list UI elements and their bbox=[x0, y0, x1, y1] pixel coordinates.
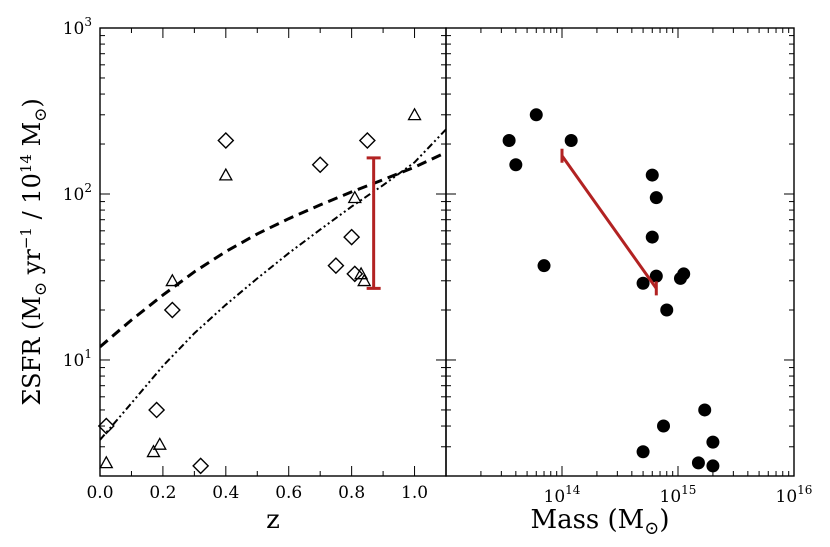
x-tick-label-mass: 1016 bbox=[776, 483, 813, 507]
cluster-point bbox=[706, 459, 720, 473]
y-axis-title: ΣSFR (M⊙ yr−1 / 1014 M⊙) bbox=[17, 98, 51, 406]
y-tick-label: 102 bbox=[63, 181, 92, 205]
triangle-point bbox=[347, 190, 362, 204]
diamond-point bbox=[148, 401, 166, 419]
x-tick-label: 0.6 bbox=[275, 483, 302, 503]
frames-layer bbox=[99, 27, 795, 477]
cluster-point bbox=[660, 303, 674, 317]
cluster-point bbox=[698, 403, 712, 417]
cluster-point bbox=[537, 259, 551, 273]
cluster-point bbox=[645, 168, 659, 182]
cluster-point bbox=[691, 456, 705, 470]
dashed-fit-line bbox=[100, 151, 446, 348]
diamond-point bbox=[311, 156, 329, 174]
cluster-point bbox=[645, 230, 659, 244]
cluster-point bbox=[636, 445, 650, 459]
cluster-point bbox=[502, 134, 516, 148]
x-tick-label: 1.0 bbox=[401, 483, 428, 503]
y-tick-label: 103 bbox=[63, 15, 92, 39]
triangle-point bbox=[152, 437, 167, 450]
triangle-point bbox=[165, 273, 180, 287]
cluster-point bbox=[564, 134, 578, 148]
diamond-point bbox=[343, 228, 361, 246]
cluster-point bbox=[657, 419, 671, 433]
ticks-layer bbox=[99, 27, 795, 477]
x-tick-label: 0.2 bbox=[149, 483, 176, 503]
x-tick-label: 0.8 bbox=[338, 483, 365, 503]
cluster-point bbox=[636, 276, 650, 290]
cluster-point bbox=[509, 158, 523, 172]
y-tick-label: 101 bbox=[63, 347, 92, 371]
triangle-point bbox=[353, 266, 369, 280]
x-tick-label-mass: 1014 bbox=[544, 483, 581, 507]
diamond-point bbox=[327, 257, 345, 275]
cluster-point bbox=[529, 108, 543, 122]
cluster-point bbox=[706, 435, 720, 449]
diamond-point bbox=[192, 457, 210, 475]
cluster-point bbox=[649, 191, 663, 205]
diamond-point bbox=[163, 301, 181, 319]
diamond-point bbox=[217, 132, 235, 149]
cluster-point bbox=[677, 267, 691, 281]
x-tick-label: 0.0 bbox=[86, 483, 113, 503]
triangle-point bbox=[407, 107, 422, 121]
data-layer bbox=[97, 107, 720, 475]
left-plot-frame bbox=[99, 27, 447, 477]
x-tick-label-mass: 1015 bbox=[660, 483, 697, 507]
x-tick-label: 0.4 bbox=[212, 483, 239, 503]
triangle-point bbox=[99, 455, 114, 469]
diamond-point bbox=[358, 132, 376, 149]
diamond-point bbox=[97, 417, 115, 435]
cluster-point bbox=[649, 269, 663, 283]
trend-line bbox=[560, 154, 658, 290]
triangle-point bbox=[218, 167, 233, 181]
triangle-point bbox=[357, 273, 372, 287]
triangle-point bbox=[146, 444, 161, 458]
x-axis-title-mass: Mass (M⊙) bbox=[530, 505, 669, 539]
dashdot-fit-line bbox=[100, 128, 446, 441]
right-plot-frame bbox=[445, 27, 795, 477]
x-axis-title-z: z bbox=[266, 505, 280, 535]
labels-layer: 101 102 103 0.0 0.2 0.4 0.6 0.8 1.0 1014 1015 1016 z… bbox=[17, 15, 812, 539]
